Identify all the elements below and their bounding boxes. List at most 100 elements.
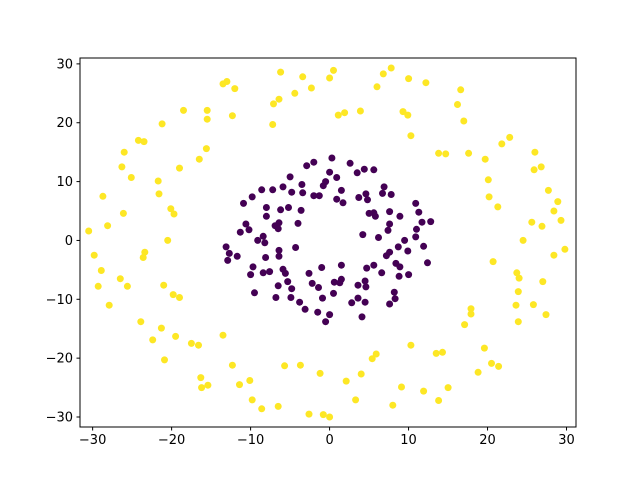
data-point-outer-ring-class [530, 166, 538, 174]
data-point-inner-ring-class [387, 191, 395, 198]
data-point-inner-ring-class [299, 189, 307, 197]
data-point-inner-ring-class [354, 294, 362, 302]
data-point-outer-ring-class [457, 86, 465, 94]
data-point-inner-ring-class [354, 281, 362, 289]
data-point-inner-ring-class [330, 278, 338, 286]
data-point-inner-ring-class [315, 192, 323, 200]
data-point-outer-ring-class [299, 73, 307, 81]
data-point-outer-ring-class [341, 109, 349, 117]
data-point-inner-ring-class [396, 263, 404, 271]
data-point-inner-ring-class [391, 295, 399, 303]
data-point-outer-ring-class [484, 176, 492, 184]
data-point-inner-ring-class [286, 173, 294, 181]
data-point-inner-ring-class [355, 194, 363, 201]
plot-frame [79, 57, 577, 428]
data-point-inner-ring-class [361, 298, 369, 306]
data-point-outer-ring-class [204, 381, 212, 389]
data-point-outer-ring-class [228, 112, 236, 120]
data-point-inner-ring-class [262, 212, 270, 220]
data-point-outer-ring-class [195, 341, 202, 349]
data-point-inner-ring-class [222, 243, 230, 251]
data-point-inner-ring-class [310, 192, 318, 200]
data-point-outer-ring-class [228, 361, 236, 369]
data-point-outer-ring-class [137, 318, 145, 326]
data-point-outer-ring-class [176, 164, 183, 172]
data-point-inner-ring-class [337, 275, 345, 283]
data-point-inner-ring-class [348, 299, 356, 307]
y-tick-label: −20 [46, 352, 73, 367]
data-point-outer-ring-class [85, 227, 93, 235]
data-point-inner-ring-class [401, 236, 409, 244]
data-point-outer-ring-class [399, 108, 407, 116]
data-point-inner-ring-class [225, 249, 233, 257]
data-point-outer-ring-class [164, 236, 172, 244]
data-point-inner-ring-class [284, 278, 292, 286]
data-point-outer-ring-class [203, 115, 211, 123]
data-point-outer-ring-class [90, 251, 98, 259]
data-point-outer-ring-class [485, 193, 493, 201]
data-point-inner-ring-class [247, 271, 255, 279]
data-point-inner-ring-class [364, 196, 371, 204]
y-tick-label: 20 [56, 116, 73, 131]
data-point-inner-ring-class [337, 186, 345, 194]
data-point-outer-ring-class [141, 248, 149, 256]
data-point-inner-ring-class [337, 261, 345, 269]
data-point-outer-ring-class [387, 64, 395, 72]
data-point-inner-ring-class [330, 289, 337, 297]
data-point-outer-ring-class [389, 401, 397, 409]
data-point-outer-ring-class [305, 410, 313, 418]
data-point-outer-ring-class [180, 106, 187, 114]
data-point-outer-ring-class [127, 174, 135, 181]
data-point-outer-ring-class [281, 362, 289, 370]
data-point-outer-ring-class [277, 68, 285, 76]
data-point-inner-ring-class [413, 225, 420, 233]
data-point-outer-ring-class [275, 95, 283, 103]
data-point-inner-ring-class [396, 212, 404, 220]
data-point-outer-ring-class [140, 138, 148, 146]
data-point-outer-ring-class [544, 186, 552, 194]
data-point-inner-ring-class [287, 294, 295, 301]
data-point-outer-ring-class [120, 148, 128, 156]
data-point-outer-ring-class [379, 70, 387, 78]
data-point-outer-ring-class [531, 148, 539, 156]
data-point-outer-ring-class [538, 222, 546, 230]
data-point-inner-ring-class [261, 239, 269, 247]
data-point-outer-ring-class [474, 368, 482, 376]
data-point-inner-ring-class [249, 263, 257, 271]
data-point-outer-ring-class [373, 83, 381, 91]
data-point-outer-ring-class [198, 384, 206, 392]
data-point-outer-ring-class [537, 163, 545, 171]
data-point-outer-ring-class [480, 344, 488, 352]
data-point-outer-ring-class [157, 324, 165, 332]
data-point-outer-ring-class [352, 396, 360, 404]
data-point-outer-ring-class [439, 348, 446, 356]
data-point-outer-ring-class [94, 282, 102, 290]
data-point-inner-ring-class [380, 183, 388, 191]
data-point-outer-ring-class [519, 236, 527, 244]
data-point-outer-ring-class [119, 209, 127, 217]
data-point-inner-ring-class [292, 244, 300, 251]
data-point-inner-ring-class [274, 225, 282, 233]
data-point-outer-ring-class [407, 341, 415, 349]
data-point-inner-ring-class [375, 234, 382, 241]
data-point-outer-ring-class [197, 374, 205, 382]
data-point-inner-ring-class [346, 159, 354, 167]
data-point-outer-ring-class [187, 339, 195, 347]
data-point-inner-ring-class [301, 305, 309, 313]
data-point-inner-ring-class [358, 313, 366, 321]
data-point-outer-ring-class [248, 396, 256, 404]
data-point-inner-ring-class [362, 283, 370, 291]
data-point-inner-ring-class [269, 186, 277, 194]
data-point-inner-ring-class [415, 208, 423, 216]
data-point-outer-ring-class [356, 107, 364, 115]
data-point-inner-ring-class [360, 165, 368, 173]
data-point-inner-ring-class [353, 169, 361, 177]
data-point-inner-ring-class [279, 183, 287, 191]
data-point-outer-ring-class [368, 355, 376, 363]
data-point-inner-ring-class [386, 208, 394, 216]
data-point-inner-ring-class [365, 209, 373, 217]
data-point-inner-ring-class [322, 178, 330, 186]
x-tick-label: 20 [479, 433, 496, 448]
data-point-inner-ring-class [275, 246, 283, 254]
